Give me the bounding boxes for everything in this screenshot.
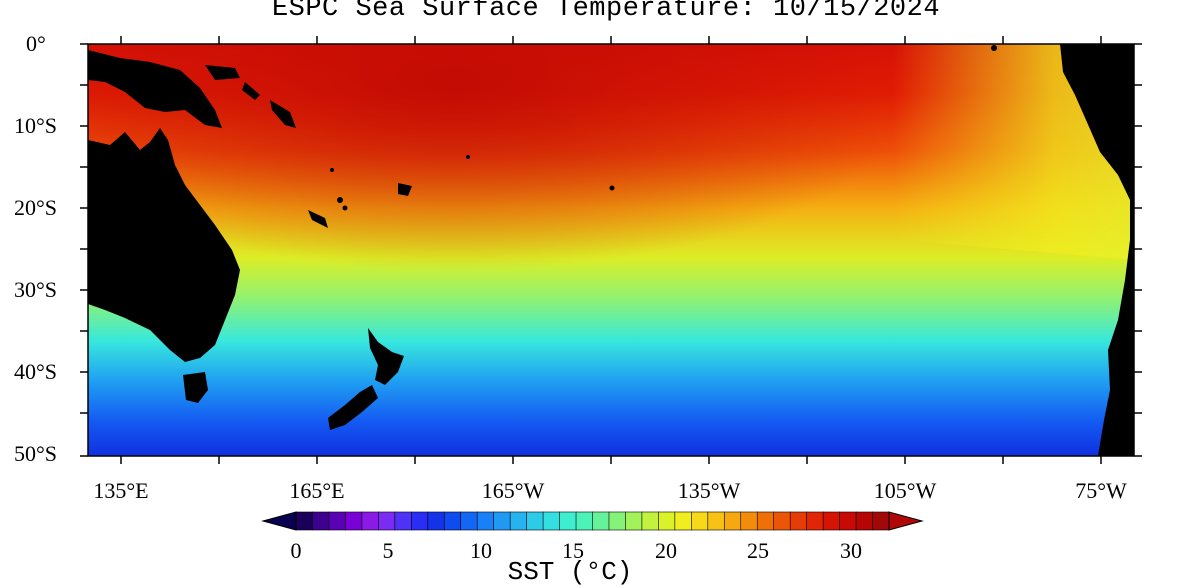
- colorbar-cell: [723, 511, 742, 531]
- colorbar-cell: [559, 511, 577, 531]
- colorbar-cell: [460, 511, 478, 531]
- chart-title: ESPC Sea Surface Temperature: 10/15/2024: [271, 0, 941, 24]
- colorbar-cell: [658, 511, 676, 531]
- east-pacific-cool-tongue: [600, 44, 1134, 260]
- colorbar-cell: [526, 511, 544, 531]
- colorbar-cell: [756, 511, 775, 531]
- colorbar-high-arrow: [888, 511, 924, 531]
- colorbar-cells: [295, 511, 890, 531]
- australia: [88, 128, 240, 362]
- colorbar-cell: [411, 511, 429, 531]
- colorbar-cell: [394, 511, 412, 531]
- colorbar-tick-0: 0: [290, 538, 302, 563]
- lon-label-165e: 165°E: [289, 478, 345, 503]
- colorbar-cell: [674, 511, 692, 531]
- lon-label-165w: 165°W: [481, 478, 545, 503]
- lon-label-105w: 105°W: [873, 478, 937, 503]
- colorbar-tick-5: 5: [382, 538, 394, 563]
- lon-label-75w: 75°W: [1075, 478, 1127, 503]
- colorbar-cell: [493, 511, 511, 531]
- colorbar-tick-10: 10: [470, 538, 492, 563]
- colorbar-cell: [312, 511, 330, 531]
- colorbar-cell: [691, 511, 709, 531]
- colorbar-low-arrow: [261, 511, 297, 531]
- colorbar-tick-20: 20: [655, 538, 677, 563]
- colorbar-cell: [542, 511, 561, 531]
- new-zealand-north: [368, 328, 404, 385]
- colorbar-cell: [707, 511, 725, 531]
- colorbar-cell: [295, 511, 314, 531]
- colorbar-cell: [625, 511, 643, 531]
- lon-label-135e: 135°E: [93, 478, 149, 503]
- colorbar-cell: [740, 511, 758, 531]
- lat-label-50s: 50°S: [14, 441, 58, 466]
- lon-label-135w: 135°W: [677, 478, 741, 503]
- colorbar-cell: [872, 511, 890, 531]
- land: [88, 44, 1134, 456]
- colorbar-tick-25: 25: [747, 538, 769, 563]
- colorbar-tick-15: 15: [562, 538, 584, 563]
- tasmania: [183, 372, 208, 403]
- colorbar-cell: [839, 511, 857, 531]
- colorbar-cell: [641, 511, 659, 531]
- colorbar-cell: [789, 511, 808, 531]
- colorbar-cell: [822, 511, 841, 531]
- new-zealand-south: [328, 385, 378, 430]
- colorbar-cell: [773, 511, 791, 531]
- lat-label-30s: 30°S: [14, 277, 58, 302]
- new-guinea: [88, 50, 222, 128]
- colorbar-cell: [476, 511, 495, 531]
- colorbar-cell: [427, 511, 445, 531]
- lon-ticks: [120, 36, 1102, 464]
- colorbar-label: SST (°C): [507, 557, 633, 587]
- colorbar-cell: [328, 511, 347, 531]
- colorbar-cell: [378, 511, 396, 531]
- colorbar-cell: [443, 511, 462, 531]
- colorbar-cell: [509, 511, 528, 531]
- colorbar-tick-30: 30: [840, 538, 862, 563]
- lat-label-20s: 20°S: [14, 195, 58, 220]
- colorbar-cell: [361, 511, 379, 531]
- colorbar-cell: [855, 511, 874, 531]
- south-america: [1060, 44, 1134, 456]
- colorbar-cell: [608, 511, 627, 531]
- lat-label-40s: 40°S: [14, 359, 58, 384]
- colorbar-cell: [345, 511, 363, 531]
- lat-label-10s: 10°S: [14, 113, 58, 138]
- lat-ticks: [80, 43, 1142, 457]
- colorbar-cell: [806, 511, 824, 531]
- lat-label-0: 0°: [26, 31, 46, 56]
- colorbar-cell: [592, 511, 610, 531]
- colorbar-cell: [575, 511, 594, 531]
